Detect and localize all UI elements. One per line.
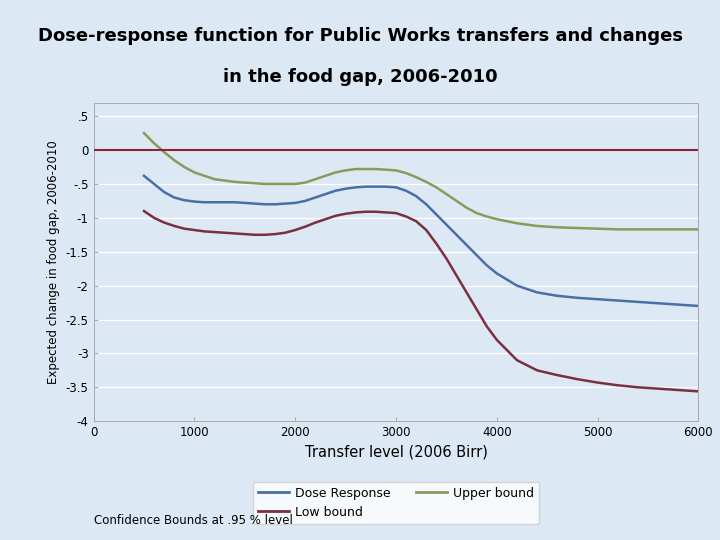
Text: in the food gap, 2006-2010: in the food gap, 2006-2010 <box>222 68 498 86</box>
Text: Confidence Bounds at .95 % level: Confidence Bounds at .95 % level <box>94 514 292 526</box>
X-axis label: Transfer level (2006 Birr): Transfer level (2006 Birr) <box>305 444 487 460</box>
Text: Dose-response function for Public Works transfers and changes: Dose-response function for Public Works … <box>37 27 683 45</box>
Legend: Dose Response, Low bound, Upper bound: Dose Response, Low bound, Upper bound <box>253 482 539 524</box>
Y-axis label: Expected change in food gap, 2006-2010: Expected change in food gap, 2006-2010 <box>48 140 60 384</box>
